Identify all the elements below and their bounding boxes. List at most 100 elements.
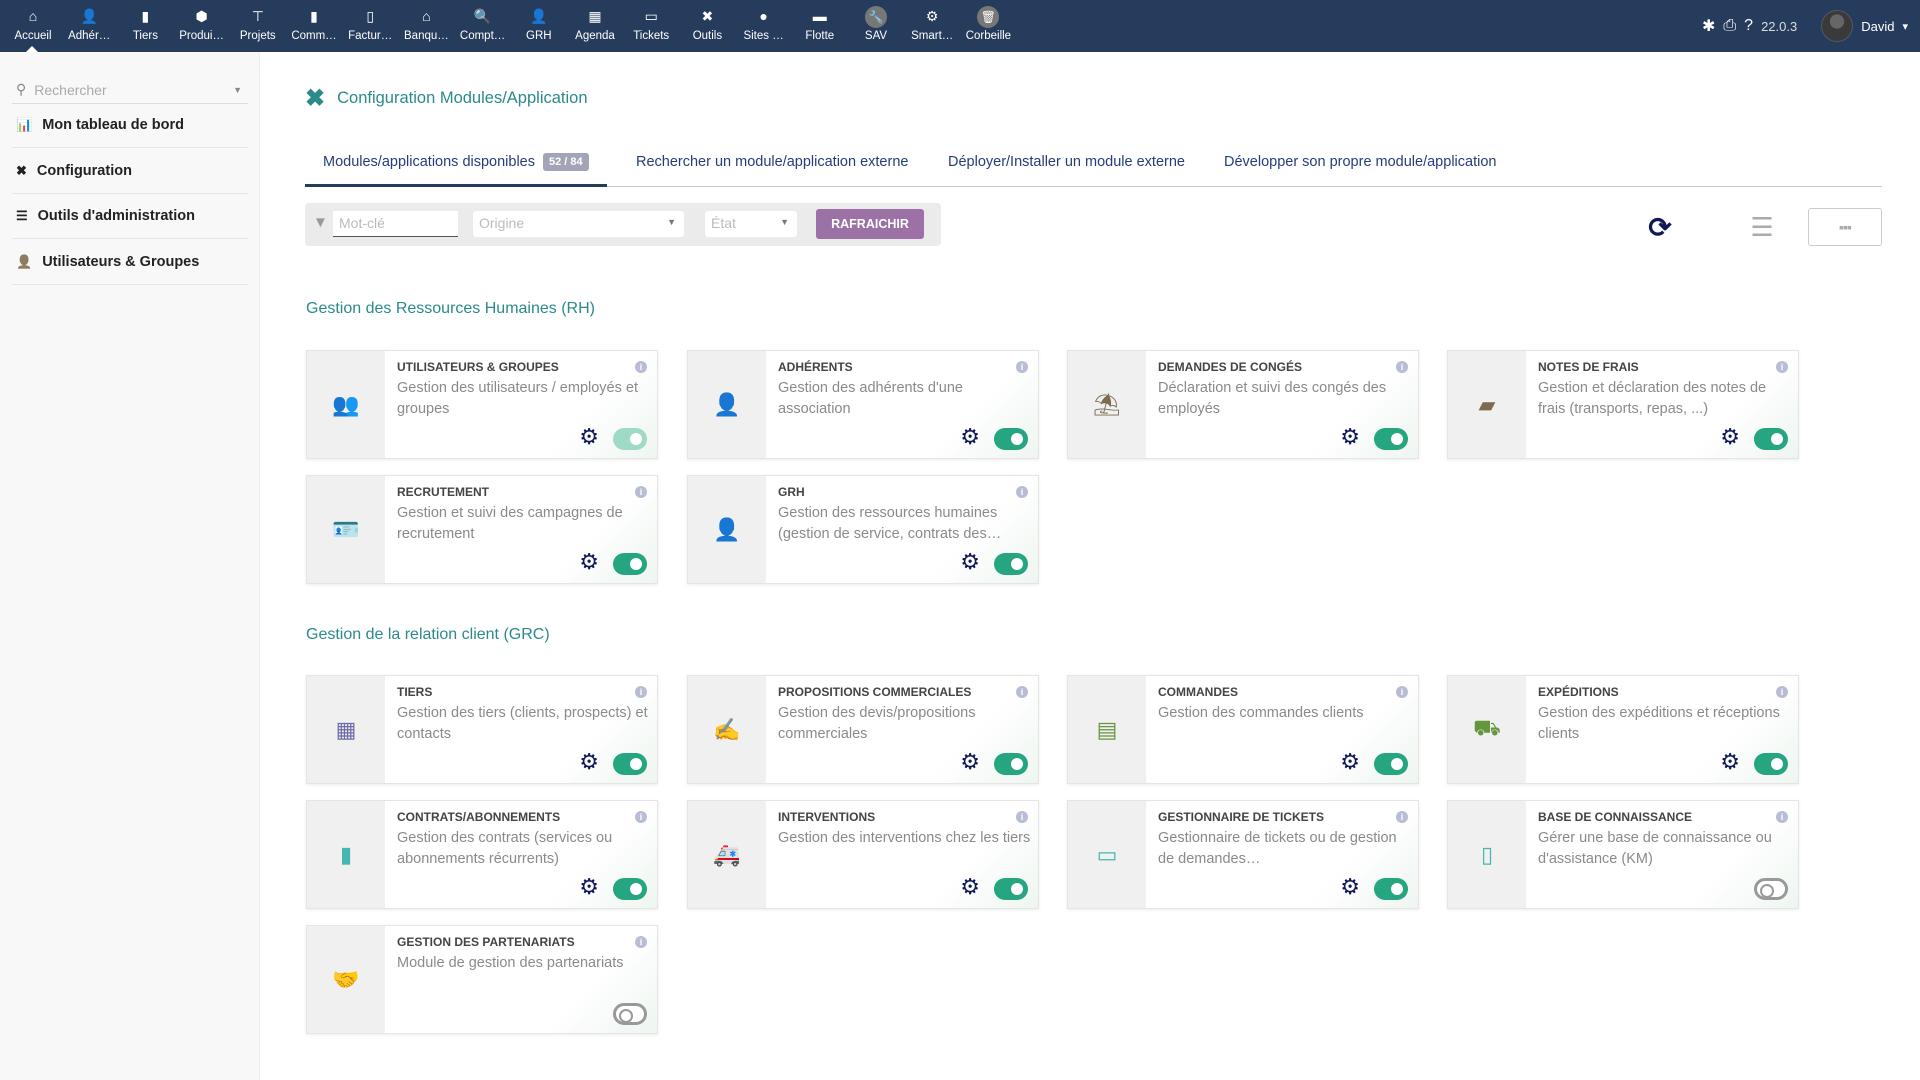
avatar[interactable] — [1821, 10, 1854, 42]
file-signature-icon: ✍ — [713, 716, 741, 742]
tab-search-external[interactable]: Rechercher un module/application externe — [636, 154, 909, 170]
nav-item-flotte[interactable]: ▬ Flotte — [792, 0, 848, 52]
tab-available-modules[interactable]: Modules/applications disponibles 52 / 84 — [305, 146, 607, 187]
nav-item-factur[interactable]: ▯ Factur… — [342, 0, 398, 52]
refresh-button[interactable]: RAFRAICHIR — [816, 209, 924, 239]
state-select[interactable]: État ▼ — [705, 211, 797, 237]
info-icon[interactable]: i — [635, 686, 647, 698]
module-icon-box: ▦ — [307, 676, 385, 783]
info-icon[interactable]: i — [1016, 486, 1028, 498]
search-input[interactable]: ⚲ Rechercher ▼ — [12, 76, 248, 104]
gear-icon[interactable]: ⚙ — [579, 549, 599, 574]
reload-icon[interactable]: ⟳ — [1648, 211, 1672, 243]
info-icon[interactable]: i — [1016, 361, 1028, 373]
nav-item-projets[interactable]: ⊤ Projets — [230, 0, 286, 52]
suitcase-icon: ▮ — [310, 8, 318, 24]
gear-icon[interactable]: ⚙ — [579, 424, 599, 449]
info-icon[interactable]: i — [635, 361, 647, 373]
module-toggle[interactable] — [994, 753, 1028, 775]
state-placeholder: État — [711, 215, 736, 231]
module-toggle[interactable] — [1754, 878, 1788, 900]
gear-icon[interactable]: ⚙ — [1720, 424, 1740, 449]
gear-icon[interactable]: ⚙ — [579, 874, 599, 899]
module-toggle[interactable] — [613, 428, 647, 450]
nav-item-corbeille[interactable]: 🗑 Corbeille — [960, 0, 1016, 52]
nav-item-tiers[interactable]: ▮ Tiers — [117, 0, 173, 52]
nav-item-agenda[interactable]: ▦ Agenda — [567, 0, 623, 52]
gear-icon[interactable]: ⚙ — [579, 749, 599, 774]
keyword-input[interactable]: Mot-clé — [333, 211, 458, 237]
module-title: COMMANDES — [1158, 685, 1238, 699]
building-icon: ▮ — [141, 8, 150, 24]
gear-icon[interactable]: ⚙ — [960, 549, 980, 574]
nav-item-accueil[interactable]: ⌂ Accueil — [5, 0, 61, 52]
nav-item-smart[interactable]: ⚙ Smart… — [904, 0, 960, 52]
nav-item-adhr[interactable]: 👤 Adhér… — [61, 0, 117, 52]
info-icon[interactable]: i — [1396, 361, 1408, 373]
module-toggle[interactable] — [1374, 428, 1408, 450]
module-card: ▭ GESTIONNAIRE DE TICKETS Gestionnaire d… — [1067, 800, 1419, 909]
nav-item-sav[interactable]: 🔧 SAV — [848, 0, 904, 52]
gear-icon[interactable]: ⚙ — [960, 749, 980, 774]
sidebar-item-1[interactable]: ✖ Configuration — [12, 149, 248, 194]
gear-icon[interactable]: ⚙ — [1720, 749, 1740, 774]
tab-deploy-external[interactable]: Déployer/Installer un module externe — [948, 154, 1185, 170]
info-icon[interactable]: i — [635, 811, 647, 823]
nav-item-grh[interactable]: 👤 GRH — [511, 0, 567, 52]
nav-item-comm[interactable]: ▮ Comm… — [286, 0, 342, 52]
module-toggle[interactable] — [613, 553, 647, 575]
sidebar-item-2[interactable]: ☰ Outils d'administration — [12, 194, 248, 239]
chevron-down-icon[interactable]: ▼ — [233, 84, 242, 95]
sidebar-item-0[interactable]: 📊 Mon tableau de bord — [12, 103, 248, 148]
gear-icon[interactable]: ⚙ — [960, 424, 980, 449]
nav-label: Comm… — [291, 30, 337, 42]
info-icon[interactable]: i — [1776, 811, 1788, 823]
gear-icon[interactable]: ⚙ — [960, 874, 980, 899]
module-toggle[interactable] — [1754, 753, 1788, 775]
nav-item-tickets[interactable]: ▭ Tickets — [623, 0, 679, 52]
help-icon[interactable]: ? — [1744, 17, 1754, 34]
module-title: INTERVENTIONS — [778, 810, 876, 824]
gear-icon[interactable]: ⚙ — [1340, 874, 1360, 899]
bug-icon[interactable]: ✱ — [1701, 18, 1716, 35]
module-toggle[interactable] — [994, 878, 1028, 900]
list-view-icon[interactable]: ☰ — [1750, 211, 1774, 242]
sidebar-item-3[interactable]: 👤 Utilisateurs & Groupes — [12, 240, 248, 285]
info-icon[interactable]: i — [1016, 686, 1028, 698]
module-toggle[interactable] — [1754, 428, 1788, 450]
nav-item-compt[interactable]: 🔍 Compt… — [455, 0, 511, 52]
module-title: GESTIONNAIRE DE TICKETS — [1158, 810, 1325, 824]
module-icon-box: 👥 — [307, 351, 385, 458]
module-description: Gestion des commandes clients — [1158, 705, 1364, 721]
user-menu[interactable]: David — [1861, 18, 1895, 34]
info-icon[interactable]: i — [635, 936, 647, 948]
info-icon[interactable]: i — [1396, 686, 1408, 698]
gear-icon[interactable]: ⚙ — [1340, 424, 1360, 449]
nav-item-produi[interactable]: ⬢ Produi… — [174, 0, 230, 52]
module-title: GRH — [778, 485, 805, 499]
nav-item-banqu[interactable]: ⌂ Banqu… — [398, 0, 454, 52]
info-icon[interactable]: i — [1396, 811, 1408, 823]
chevron-down-icon[interactable]: ▾ — [1902, 20, 1908, 33]
module-toggle[interactable] — [613, 753, 647, 775]
module-toggle[interactable] — [613, 878, 647, 900]
module-icon-box: 🚑 — [688, 801, 766, 908]
module-toggle[interactable] — [1374, 753, 1408, 775]
tab-develop-module[interactable]: Développer son propre module/application — [1224, 154, 1497, 170]
info-icon[interactable]: i — [635, 486, 647, 498]
gear-icon[interactable]: ⚙ — [1340, 749, 1360, 774]
section-title: Gestion des Ressources Humaines (RH) — [306, 300, 595, 317]
module-toggle[interactable] — [994, 428, 1028, 450]
info-icon[interactable]: i — [1016, 811, 1028, 823]
info-icon[interactable]: i — [1776, 361, 1788, 373]
nav-item-sites[interactable]: ● Sites … — [736, 0, 792, 52]
info-icon[interactable]: i — [1776, 686, 1788, 698]
module-toggle[interactable] — [1374, 878, 1408, 900]
module-toggle[interactable] — [994, 553, 1028, 575]
origin-select[interactable]: Origine ▼ — [473, 211, 684, 237]
module-toggle[interactable] — [613, 1003, 647, 1025]
nav-item-outils[interactable]: ✖ Outils — [679, 0, 735, 52]
grid-view-icon[interactable]: ▪▪▪ — [1808, 208, 1882, 246]
module-card: ✍ PROPOSITIONS COMMERCIALES Gestion des … — [687, 675, 1039, 784]
print-icon[interactable]: ⎙ — [1723, 17, 1737, 34]
